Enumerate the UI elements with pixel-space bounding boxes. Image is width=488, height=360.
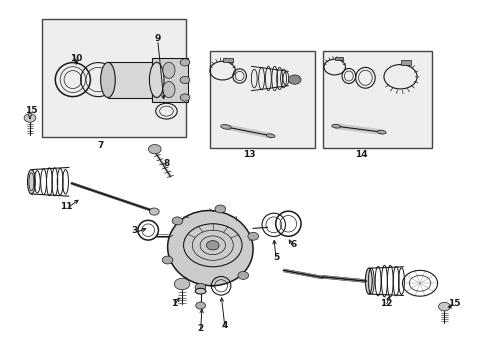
Circle shape — [247, 232, 258, 240]
Ellipse shape — [365, 268, 371, 294]
Ellipse shape — [149, 62, 163, 98]
Text: 9: 9 — [154, 34, 161, 43]
Circle shape — [180, 76, 189, 84]
Text: 4: 4 — [222, 321, 228, 330]
Circle shape — [195, 283, 205, 291]
Text: 3: 3 — [131, 226, 138, 235]
Ellipse shape — [167, 211, 253, 286]
Text: 5: 5 — [272, 253, 279, 262]
Ellipse shape — [195, 288, 205, 294]
Text: 10: 10 — [70, 54, 82, 63]
Text: 2: 2 — [197, 324, 203, 333]
Text: 1: 1 — [170, 299, 177, 308]
Text: 12: 12 — [379, 299, 391, 308]
Ellipse shape — [331, 124, 340, 128]
Circle shape — [24, 114, 36, 122]
Bar — [152, 58, 188, 102]
Circle shape — [162, 256, 173, 264]
Circle shape — [195, 302, 205, 309]
Circle shape — [180, 59, 189, 66]
Ellipse shape — [27, 170, 35, 194]
Text: 8: 8 — [163, 159, 169, 168]
Circle shape — [206, 240, 219, 250]
Bar — [223, 58, 232, 62]
Circle shape — [172, 217, 183, 225]
Ellipse shape — [163, 82, 175, 98]
Circle shape — [238, 271, 248, 279]
Circle shape — [149, 208, 159, 215]
Text: 15: 15 — [447, 299, 460, 308]
Text: 14: 14 — [354, 150, 367, 159]
Bar — [400, 60, 410, 64]
Text: 11: 11 — [60, 202, 73, 211]
Bar — [334, 57, 342, 60]
Bar — [210, 51, 315, 148]
Text: 13: 13 — [243, 150, 255, 159]
Circle shape — [215, 205, 225, 213]
Text: 6: 6 — [289, 240, 296, 249]
Text: 15: 15 — [24, 105, 37, 114]
Ellipse shape — [101, 62, 115, 98]
Circle shape — [148, 144, 161, 154]
Circle shape — [174, 278, 189, 290]
Ellipse shape — [163, 62, 175, 78]
Ellipse shape — [377, 130, 386, 134]
Ellipse shape — [266, 134, 274, 138]
Circle shape — [180, 94, 189, 101]
Text: 7: 7 — [97, 141, 103, 150]
Ellipse shape — [220, 125, 231, 129]
Bar — [42, 19, 185, 137]
Circle shape — [288, 75, 301, 84]
Bar — [108, 62, 157, 98]
Bar — [322, 51, 431, 148]
Circle shape — [438, 302, 449, 311]
